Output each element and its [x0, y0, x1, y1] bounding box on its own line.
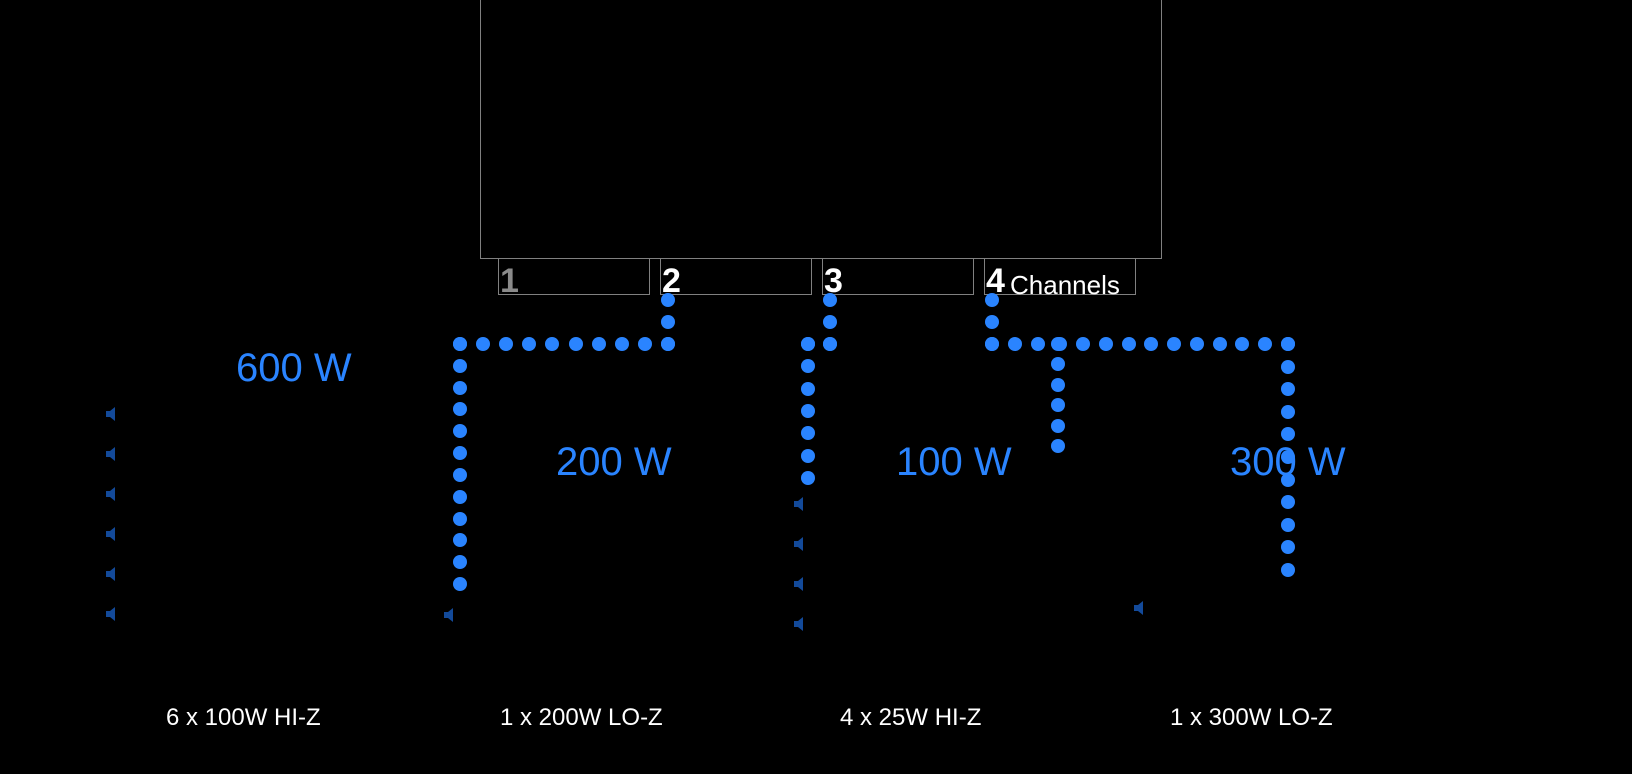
dot-row	[130, 440, 436, 452]
speaker-icon	[104, 404, 124, 424]
watt-label: 300 W	[1230, 440, 1346, 485]
zone-caption: 6 x 100W HI-Z	[166, 704, 321, 732]
dot-row	[820, 578, 1130, 588]
dot-row	[130, 414, 436, 426]
dot-row	[820, 538, 1130, 548]
speaker-icon	[442, 605, 462, 625]
speaker-icon	[792, 534, 812, 554]
channel-number: 1	[500, 262, 519, 301]
zone-caption: 4 x 25W HI-Z	[840, 704, 981, 732]
watt-label: 100 W	[896, 440, 1012, 485]
watt-label: 200 W	[556, 440, 672, 485]
dot-row	[820, 498, 1130, 508]
dot-row	[130, 494, 436, 506]
dot-row	[130, 574, 436, 586]
diagram-stage: 1234Channels600 W6 x 100W HI-Z200 W1 x 2…	[0, 0, 1632, 774]
dot-row	[130, 560, 436, 572]
dot-row	[130, 534, 436, 546]
speaker-icon	[104, 524, 124, 544]
dot-row	[1160, 622, 1494, 634]
speaker-icon	[792, 614, 812, 634]
channel-tap-3	[822, 258, 974, 295]
power-pool-box	[480, 0, 1162, 259]
dot-row	[820, 618, 1130, 628]
dot-row	[130, 520, 436, 532]
channel-tap-2	[660, 258, 812, 295]
speaker-icon	[792, 494, 812, 514]
dot-row	[1160, 580, 1494, 592]
speaker-icon	[104, 484, 124, 504]
dot-row	[130, 454, 436, 466]
dot-row	[130, 600, 436, 612]
dot-row	[1160, 594, 1494, 606]
speaker-icon	[104, 604, 124, 624]
power-pool-grid	[481, 2, 1161, 251]
dot-row	[130, 400, 436, 412]
dot-row	[470, 608, 776, 620]
dot-row	[130, 480, 436, 492]
dot-row	[470, 622, 776, 634]
dot-row	[470, 594, 776, 606]
speaker-icon	[1132, 598, 1152, 618]
speaker-icon	[104, 564, 124, 584]
zone-caption: 1 x 200W LO-Z	[500, 704, 663, 732]
speaker-icon	[792, 574, 812, 594]
dot-row	[130, 614, 436, 626]
zone-caption: 1 x 300W LO-Z	[1170, 704, 1333, 732]
speaker-icon	[104, 444, 124, 464]
channels-label: Channels	[1010, 270, 1120, 301]
watt-label: 600 W	[236, 346, 352, 391]
dot-row	[1160, 608, 1494, 620]
channel-tap-1	[498, 258, 650, 295]
